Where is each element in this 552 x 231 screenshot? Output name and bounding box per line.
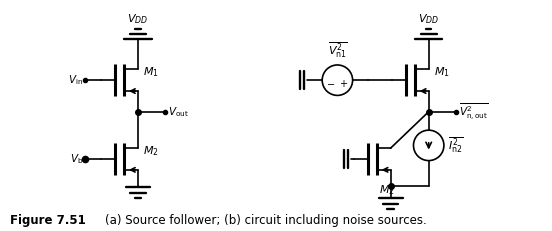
Text: $V_{\rm out}$: $V_{\rm out}$	[168, 105, 189, 119]
Text: $+$: $+$	[339, 78, 348, 89]
Text: $\overline{V^2_{\rm n1}}$: $\overline{V^2_{\rm n1}}$	[327, 40, 347, 60]
Text: $M_2$: $M_2$	[379, 184, 395, 197]
Text: $V_{\rm b}$: $V_{\rm b}$	[70, 152, 83, 166]
Text: $V_{DD}$: $V_{DD}$	[128, 12, 148, 26]
Text: Figure 7.51: Figure 7.51	[10, 214, 86, 227]
Text: $M_1$: $M_1$	[433, 65, 449, 79]
Text: $-$: $-$	[326, 79, 336, 88]
Text: $M_1$: $M_1$	[143, 65, 159, 79]
Text: $\overline{V^2_{\rm n,out}}$: $\overline{V^2_{\rm n,out}}$	[459, 101, 489, 122]
Text: $V_{\rm in}$: $V_{\rm in}$	[68, 73, 83, 87]
Text: $V_{DD}$: $V_{DD}$	[418, 12, 439, 26]
Text: $\overline{I^2_{\rm n2}}$: $\overline{I^2_{\rm n2}}$	[448, 136, 464, 155]
Text: (a) Source follower; (b) circuit including noise sources.: (a) Source follower; (b) circuit includi…	[90, 214, 427, 227]
Text: $M_2$: $M_2$	[143, 144, 158, 158]
